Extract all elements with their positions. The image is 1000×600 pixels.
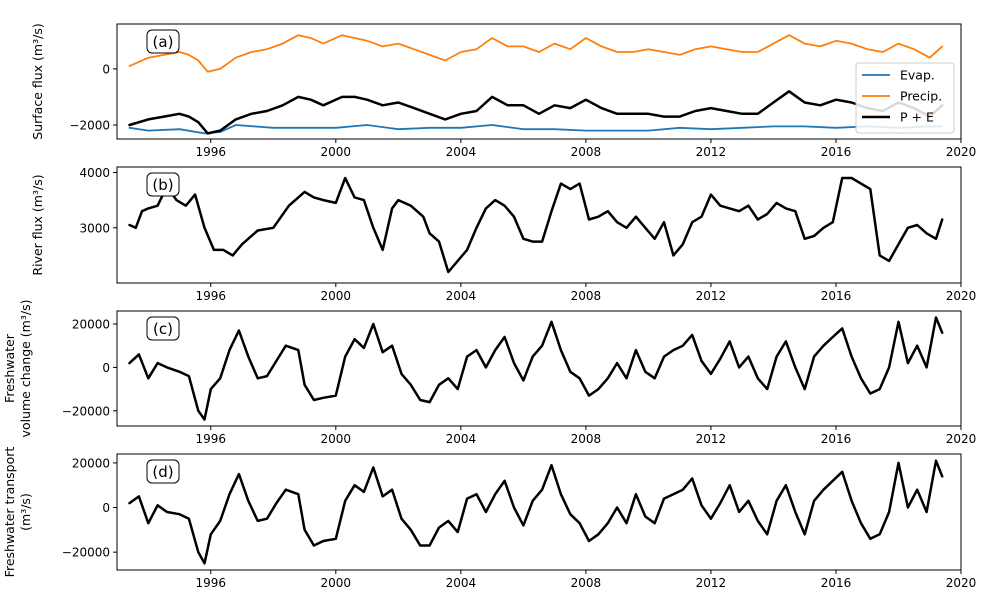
x-tick-label: 2000: [321, 576, 352, 590]
y-tick-label: 0: [102, 361, 110, 375]
y-tick-label: −20000: [62, 404, 110, 418]
y-tick-label: 0: [102, 501, 110, 515]
y-axis-label: Freshwater transport: [2, 447, 17, 578]
y-tick-label: −20000: [62, 546, 110, 560]
x-tick-label: 2008: [571, 432, 602, 446]
panel-tag-box: [146, 459, 180, 484]
x-tick-label: 2012: [696, 432, 727, 446]
x-tick-label: 2020: [946, 145, 977, 159]
x-tick-label: 2016: [821, 432, 852, 446]
panel-tag: (c): [153, 320, 173, 338]
y-tick-label: −2000: [69, 118, 110, 132]
x-tick-label: 1996: [196, 432, 227, 446]
x-tick-label: 2016: [821, 576, 852, 590]
panel-d: 1996 2000 2004 2008 2012 2016 2020 20000 0 −20000…: [2, 447, 976, 590]
series-line-evap: [128, 124, 944, 135]
x-tick-label: 2008: [571, 289, 602, 303]
x-tick-label: 2020: [946, 576, 977, 590]
panel-tag-box: [146, 316, 180, 341]
series-line-series: [128, 316, 944, 421]
x-tick-label: 2012: [696, 145, 727, 159]
x-tick-label: 2004: [446, 289, 477, 303]
y-tick-label: 4000: [79, 166, 110, 180]
x-tick-label: 2016: [821, 289, 852, 303]
x-tick-label: 2004: [446, 576, 477, 590]
x-tick-label: 2004: [446, 432, 477, 446]
legend-label: Precip.: [900, 89, 942, 104]
panel-b: 1996 2000 2004 2008 2012 2016 2020 4000 3000 Rive…: [30, 166, 976, 303]
plot-area: [128, 176, 944, 274]
panel-c: 1996 2000 2004 2008 2012 2016 2020 20000 0 −20000…: [2, 300, 976, 446]
legend-frame: [855, 62, 955, 134]
x-tick-label: 2004: [446, 145, 477, 159]
y-axis-label: River flux (m³/s): [30, 174, 45, 275]
x-tick-label: 2008: [571, 576, 602, 590]
series-line-p-e: [128, 90, 944, 135]
x-tick-label: 2000: [321, 145, 352, 159]
plot-area: [128, 459, 944, 565]
x-tick-label: 2012: [696, 289, 727, 303]
panel-tag: (b): [152, 176, 173, 194]
x-tick-label: 2000: [321, 289, 352, 303]
y-tick-label: 3000: [79, 221, 110, 235]
x-tick-label: 2012: [696, 576, 727, 590]
y-axis-label: volume change (m³/s): [18, 300, 33, 438]
series-line-series: [128, 459, 944, 565]
panel-tag-box: [146, 29, 180, 54]
axes-frame: [116, 310, 962, 427]
legend-label: Evap.: [900, 68, 935, 83]
axes-frame: [116, 166, 962, 284]
x-tick-label: 2000: [321, 432, 352, 446]
y-axis-label: (m³/s): [18, 493, 33, 531]
x-tick-label: 1996: [196, 576, 227, 590]
plot-area: [128, 34, 944, 135]
y-axis-label: Freshwater: [2, 333, 17, 403]
panel-tag: (d): [152, 463, 173, 481]
series-line-precip: [128, 34, 944, 73]
axes-frame: [116, 23, 962, 140]
x-tick-label: 2008: [571, 145, 602, 159]
axes-frame: [116, 453, 962, 571]
legend-label: P + E: [900, 110, 934, 125]
panel-tag-box: [146, 172, 180, 197]
x-tick-label: 2016: [821, 145, 852, 159]
plot-area: [128, 316, 944, 421]
legend: Evap. Precip. P + E: [855, 62, 955, 134]
y-tick-label: 20000: [72, 456, 110, 470]
panel-a: 1996 2000 2004 2008 2012 2016 2020 0 −2000 Surfac…: [30, 23, 976, 159]
y-tick-label: 0: [102, 62, 110, 76]
panel-tag: (a): [153, 33, 174, 51]
x-tick-label: 2020: [946, 432, 977, 446]
x-tick-label: 2020: [946, 289, 977, 303]
x-tick-label: 1996: [196, 145, 227, 159]
series-line-series: [128, 176, 944, 274]
x-tick-label: 1996: [196, 289, 227, 303]
y-axis-label: Surface flux (m³/s): [30, 23, 45, 139]
y-tick-label: 20000: [72, 318, 110, 332]
